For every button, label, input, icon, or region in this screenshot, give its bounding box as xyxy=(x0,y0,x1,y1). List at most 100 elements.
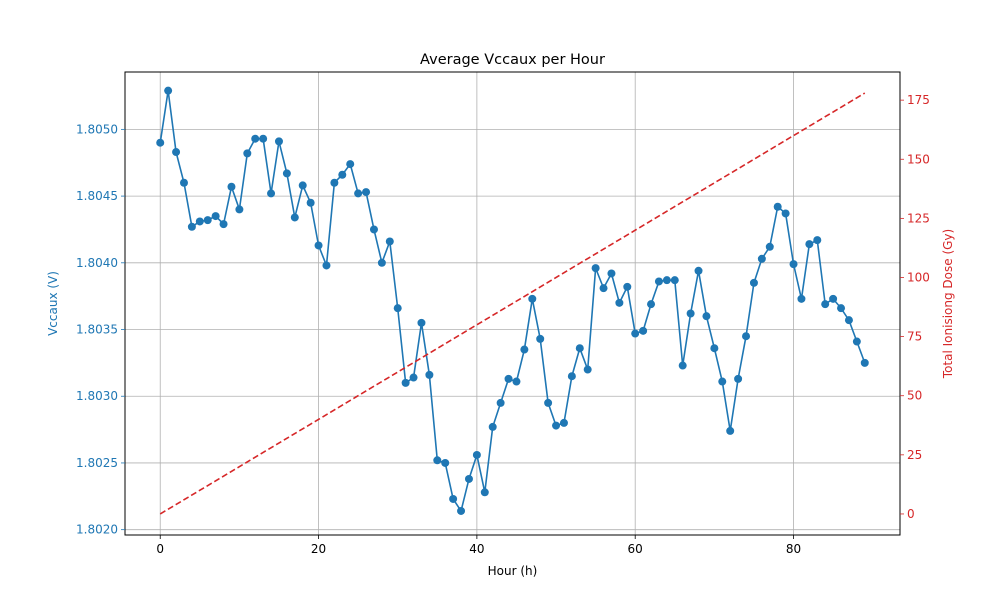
vccaux-data-point xyxy=(813,236,822,245)
vccaux-data-point xyxy=(797,294,806,303)
vccaux-data-point xyxy=(251,134,260,143)
vccaux-data-point xyxy=(575,344,584,353)
y2-tick-label: 150 xyxy=(907,152,930,166)
y2-tick-label: 25 xyxy=(907,448,922,462)
vccaux-data-point xyxy=(354,189,363,198)
vccaux-data-point xyxy=(449,494,458,503)
vccaux-data-point xyxy=(433,456,442,465)
x-tick-label: 20 xyxy=(311,542,326,556)
vccaux-data-point xyxy=(512,377,521,386)
vccaux-data-point xyxy=(290,213,299,222)
y2-tick-label: 175 xyxy=(907,93,930,107)
vccaux-data-point xyxy=(172,148,181,157)
vccaux-data-point xyxy=(749,278,758,287)
vccaux-data-point xyxy=(559,418,568,427)
vccaux-data-point xyxy=(203,216,212,225)
vccaux-data-point xyxy=(267,189,276,198)
y-tick-label: 1.8020 xyxy=(76,523,118,537)
vccaux-data-point xyxy=(346,160,355,169)
y-tick-label: 1.8035 xyxy=(76,323,118,337)
vccaux-data-point xyxy=(647,300,656,309)
vccaux-data-point xyxy=(219,220,228,229)
dose-series-line xyxy=(159,92,866,515)
vccaux-data-point xyxy=(639,326,648,335)
vccaux-data-point xyxy=(710,344,719,353)
vccaux-data-point xyxy=(227,182,236,191)
y2-tick-label: 125 xyxy=(907,211,930,225)
vccaux-data-point xyxy=(282,169,291,178)
y-tick-label: 1.8045 xyxy=(76,189,118,203)
vccaux-data-point xyxy=(187,222,196,231)
vccaux-data-point xyxy=(837,304,846,313)
vccaux-data-point xyxy=(259,134,268,143)
vccaux-data-point xyxy=(417,318,426,327)
vccaux-data-point xyxy=(726,426,735,435)
vccaux-data-point xyxy=(504,374,513,383)
series-layer xyxy=(156,86,869,515)
x-tick-label: 80 xyxy=(786,542,801,556)
vccaux-data-point xyxy=(409,373,418,382)
vccaux-data-point xyxy=(362,188,371,197)
vccaux-data-point xyxy=(322,261,331,270)
y2-tick-label: 100 xyxy=(907,270,930,284)
vccaux-data-point xyxy=(377,258,386,267)
vccaux-data-point xyxy=(623,282,632,291)
y-tick-label: 1.8040 xyxy=(76,256,118,270)
grid xyxy=(125,72,900,535)
x-axis-label: Hour (h) xyxy=(488,564,538,578)
vccaux-data-point xyxy=(480,488,489,497)
vccaux-data-point xyxy=(765,242,774,251)
vccaux-data-point xyxy=(742,332,751,341)
vccaux-series-line xyxy=(159,90,866,513)
y-tick-label: 1.8030 xyxy=(76,389,118,403)
vccaux-data-point xyxy=(757,254,766,263)
vccaux-data-point xyxy=(615,298,624,307)
vccaux-data-point xyxy=(662,276,671,285)
vccaux-data-point xyxy=(528,294,537,303)
axes-layer: 0 20 40 60 80 1.8020 1.8025 1.8030 1.8035 1.8040 1… xyxy=(76,93,930,556)
vccaux-data-point xyxy=(694,266,703,275)
vccaux-data-point xyxy=(457,506,466,515)
vccaux-data-point xyxy=(718,377,727,386)
y2-tick-label: 50 xyxy=(907,389,922,403)
vccaux-data-point xyxy=(591,264,600,273)
vccaux-data-point xyxy=(544,398,553,407)
y2-tick-label: 0 xyxy=(907,507,915,521)
vccaux-data-point xyxy=(274,137,283,146)
vccaux-data-point xyxy=(781,209,790,218)
vccaux-data-point xyxy=(298,181,307,190)
vccaux-data-point xyxy=(734,374,743,383)
x-tick-label: 40 xyxy=(469,542,484,556)
vccaux-data-point xyxy=(393,304,402,313)
vccaux-data-point xyxy=(441,458,450,467)
vccaux-data-point xyxy=(607,269,616,278)
vccaux-data-point xyxy=(472,450,481,459)
vccaux-data-point xyxy=(314,241,323,250)
vccaux-data-point xyxy=(235,205,244,214)
vccaux-data-point xyxy=(821,300,830,309)
y2-axis-label: Total Ionisiong Dose (Gy) xyxy=(941,229,955,379)
x-tick-label: 0 xyxy=(156,542,164,556)
vccaux-data-point xyxy=(860,358,869,367)
vccaux-data-point xyxy=(654,277,663,286)
vccaux-data-point xyxy=(520,345,529,354)
vccaux-data-point xyxy=(243,149,252,158)
vccaux-data-point xyxy=(464,474,473,483)
vccaux-data-point xyxy=(789,260,798,269)
chart-title: Average Vccaux per Hour xyxy=(420,52,605,68)
vccaux-data-point xyxy=(401,378,410,387)
vccaux-data-point xyxy=(164,86,173,95)
vccaux-data-point xyxy=(369,225,378,234)
vccaux-data-point xyxy=(488,422,497,431)
vccaux-data-point xyxy=(852,337,861,346)
vccaux-data-point xyxy=(156,138,165,147)
vccaux-data-point xyxy=(702,312,711,321)
vccaux-data-point xyxy=(306,198,315,207)
vccaux-data-point xyxy=(496,398,505,407)
vccaux-data-point xyxy=(678,361,687,370)
vccaux-data-point xyxy=(829,294,838,303)
vccaux-data-point xyxy=(567,372,576,381)
plot-area-frame xyxy=(124,71,901,536)
